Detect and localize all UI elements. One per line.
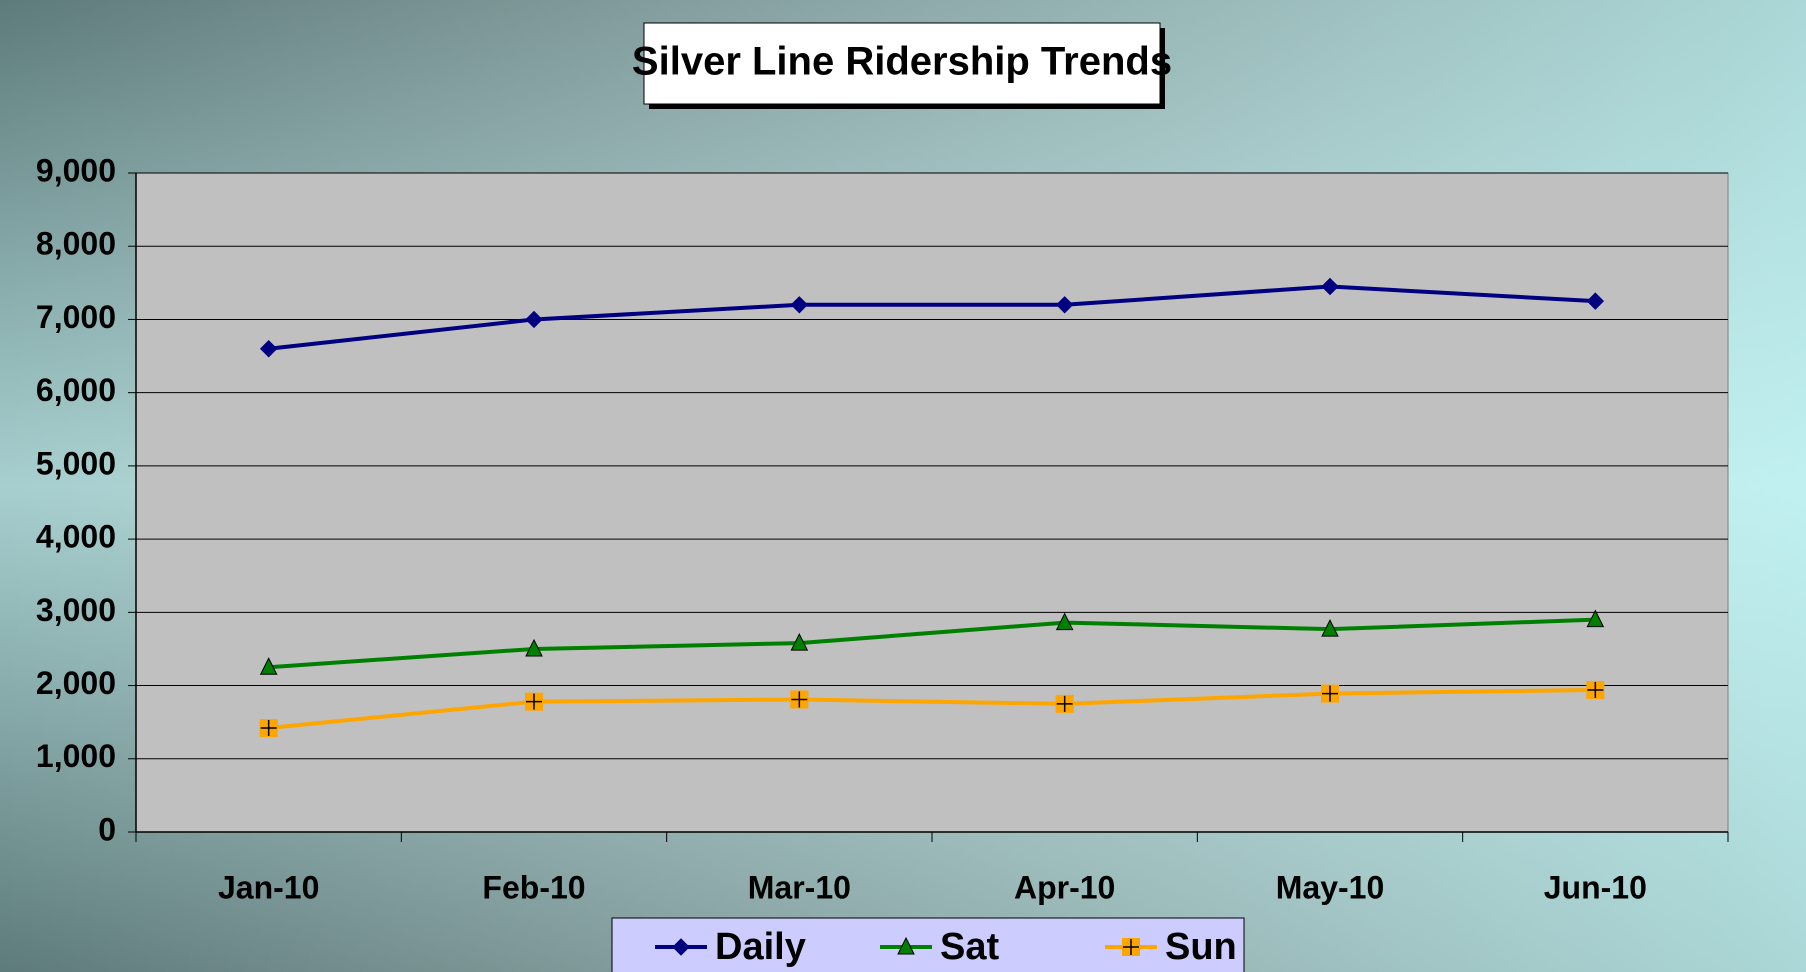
marker (259, 719, 278, 738)
series-line (268, 687, 1596, 731)
marker (897, 936, 915, 955)
x-tick-label: Mar-10 (748, 869, 851, 905)
y-tick-label: 8,000 (36, 226, 116, 262)
x-tick-label: Apr-10 (1014, 869, 1115, 905)
marker (790, 296, 809, 314)
y-tick-label: 6,000 (36, 372, 116, 408)
series-line (268, 284, 1596, 351)
marker (1321, 684, 1339, 703)
x-tick-label: Jan-10 (218, 869, 319, 905)
marker (790, 632, 809, 651)
x-tick-label: Feb-10 (482, 869, 585, 905)
y-tick-label: 1,000 (36, 738, 116, 774)
marker (1055, 612, 1074, 631)
series-line (268, 617, 1596, 670)
y-tick-label: 0 (98, 811, 116, 847)
marker-plus (1322, 685, 1338, 702)
marker (525, 638, 543, 657)
marker (1321, 619, 1339, 637)
marker-plus (1056, 695, 1073, 712)
marker-plus (526, 693, 542, 710)
x-tick-label: Jun-10 (1544, 869, 1647, 905)
marker (1055, 296, 1074, 314)
y-tick-label: 7,000 (36, 299, 116, 335)
marker-plus (1587, 681, 1604, 698)
marker (1122, 938, 1140, 956)
y-tick-label: 9,000 (36, 152, 116, 188)
plot-area (135, 172, 1729, 833)
y-tick-label: 3,000 (36, 592, 116, 628)
legend-label: Sun (1165, 926, 1237, 968)
marker (1055, 694, 1074, 713)
marker (259, 657, 278, 675)
marker-plus (791, 691, 808, 708)
marker (1321, 277, 1339, 296)
marker (259, 340, 278, 358)
marker-plus (1123, 939, 1139, 955)
title-box (643, 22, 1161, 105)
marker (525, 692, 543, 711)
marker-plus (260, 720, 277, 737)
marker (1586, 292, 1605, 310)
marker (525, 310, 543, 329)
y-tick-label: 2,000 (36, 665, 116, 701)
legend-label: Sat (940, 926, 999, 968)
marker (1586, 609, 1605, 628)
x-tick-label: May-10 (1276, 869, 1385, 905)
legend-label: Daily (715, 926, 806, 968)
y-tick-label: 5,000 (36, 445, 116, 481)
marker (1586, 680, 1605, 699)
marker (672, 938, 690, 956)
y-tick-label: 4,000 (36, 519, 116, 555)
marker (790, 690, 809, 709)
chart-title: Silver Line Ridership Trends (632, 40, 1172, 84)
